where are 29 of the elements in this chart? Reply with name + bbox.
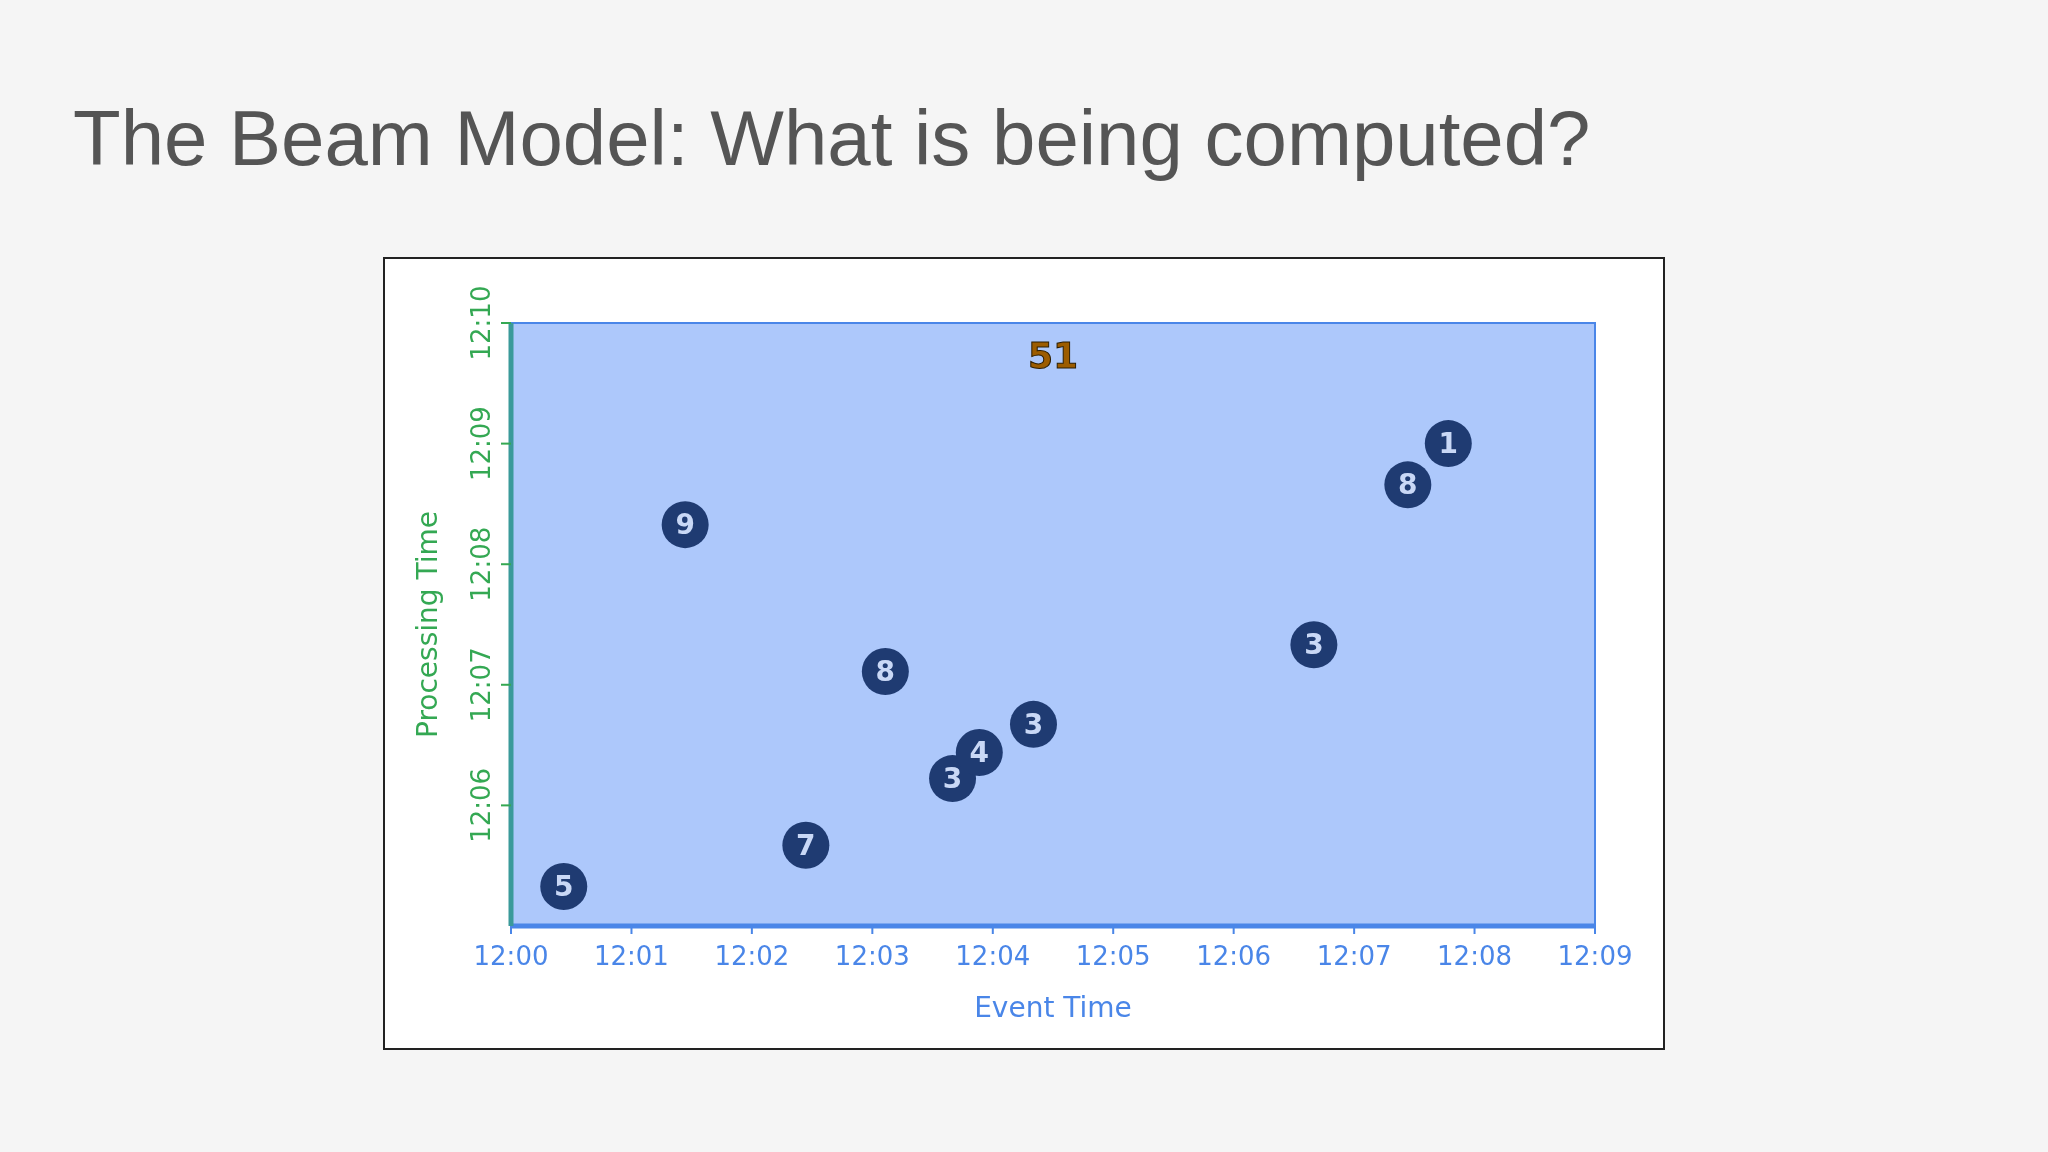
x-tick-label: 12:09 [1557, 941, 1633, 972]
annotation: 7 [796, 828, 816, 862]
x-tick-label: 12:04 [955, 941, 1031, 972]
y-tick-label: 12:06 [466, 767, 496, 843]
annotation: 8 [875, 655, 896, 689]
y-axis-title: Processing Time [410, 511, 444, 738]
x-axis-title: Event Time [974, 990, 1132, 1024]
annotation: 8 [1398, 468, 1418, 502]
x-tick-label: 12:02 [714, 941, 790, 972]
x-tick-label: 12:01 [594, 941, 669, 972]
y-tick-label: 12:07 [466, 647, 496, 723]
annotation: 3 [1304, 628, 1324, 662]
annotation: 9 [675, 508, 695, 542]
chart-title: The Beam Model: What is being computed? [73, 93, 1591, 184]
annotation: 5 [554, 869, 574, 903]
x-tick-label: 12:08 [1437, 941, 1512, 972]
y-tick-label: 12:09 [466, 406, 496, 482]
annotation: 51 [1027, 335, 1079, 376]
annotation: 1 [1438, 427, 1459, 461]
x-tick-label: 12:05 [1075, 941, 1151, 972]
annotation: 3 [1023, 707, 1044, 741]
x-tick-label: 12:07 [1316, 941, 1392, 972]
y-tick-label: 12:08 [466, 526, 496, 602]
annotation: 3 [942, 762, 963, 796]
x-tick-label: 12:00 [473, 941, 549, 972]
y-tick-label: 12:10 [466, 285, 496, 361]
x-tick-label: 12:06 [1196, 941, 1272, 972]
x-tick-label: 12:03 [834, 941, 910, 972]
annotation: 4 [969, 736, 990, 770]
